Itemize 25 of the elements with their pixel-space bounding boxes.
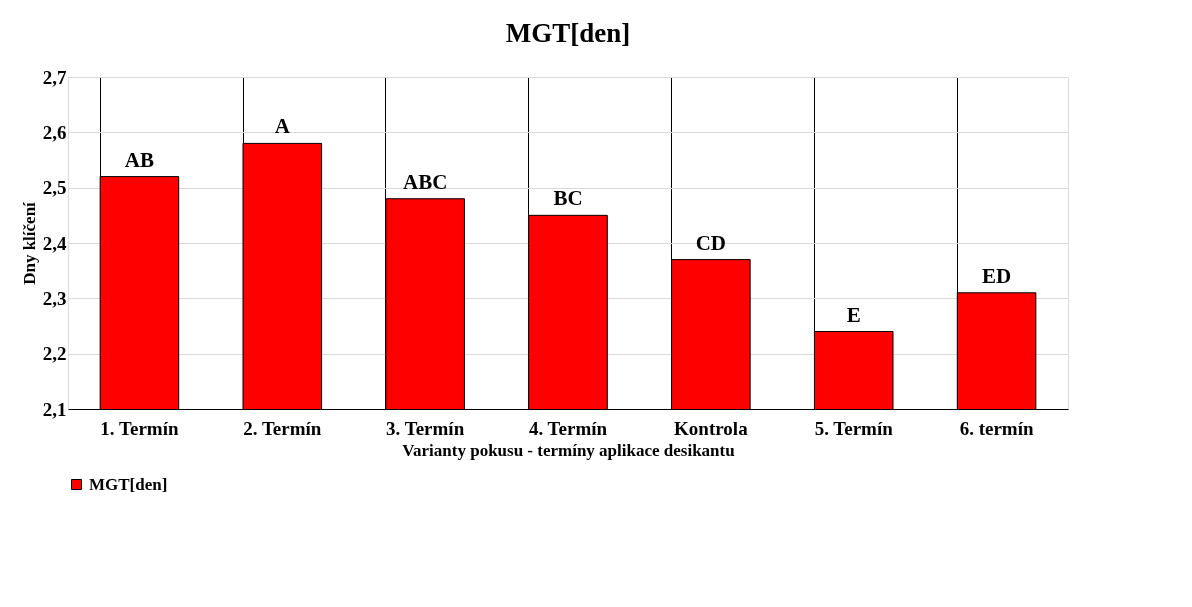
data-label: ABC xyxy=(402,169,448,194)
y-tick-label: 2,6 xyxy=(42,121,67,143)
data-label: E xyxy=(846,302,861,327)
y-tick-label: 2,4 xyxy=(42,232,67,254)
y-axis-title: Dny klíčení xyxy=(19,201,39,285)
x-tick-label: 4. Termín xyxy=(528,417,608,439)
x-tick-label: 5. Termín xyxy=(814,417,894,439)
x-tick-label: 2. Termín xyxy=(243,417,322,439)
data-label: AB xyxy=(124,147,155,172)
y-tick-label: 2,5 xyxy=(42,177,67,199)
y-tick-label: 2,7 xyxy=(42,66,67,88)
legend-label: MGT[den] xyxy=(89,474,168,494)
y-tick-label: 2,3 xyxy=(42,287,67,309)
data-label: BC xyxy=(553,186,583,211)
y-tick-label: 2,2 xyxy=(42,343,67,365)
x-tick-label: Kontrola xyxy=(674,417,749,439)
y-tick-label: 2,1 xyxy=(42,398,67,420)
data-label: A xyxy=(274,114,291,139)
x-tick-label: 6. termín xyxy=(959,417,1034,439)
chart-title: MGT[den] xyxy=(505,18,631,48)
data-label: CD xyxy=(695,230,727,255)
x-tick-label: 3. Termín xyxy=(386,417,465,439)
x-axis-title: Varianty pokusu - termíny aplikace desikantu xyxy=(402,440,735,460)
x-tick-label: 1. Termín xyxy=(100,417,179,439)
data-label: ED xyxy=(981,263,1012,288)
